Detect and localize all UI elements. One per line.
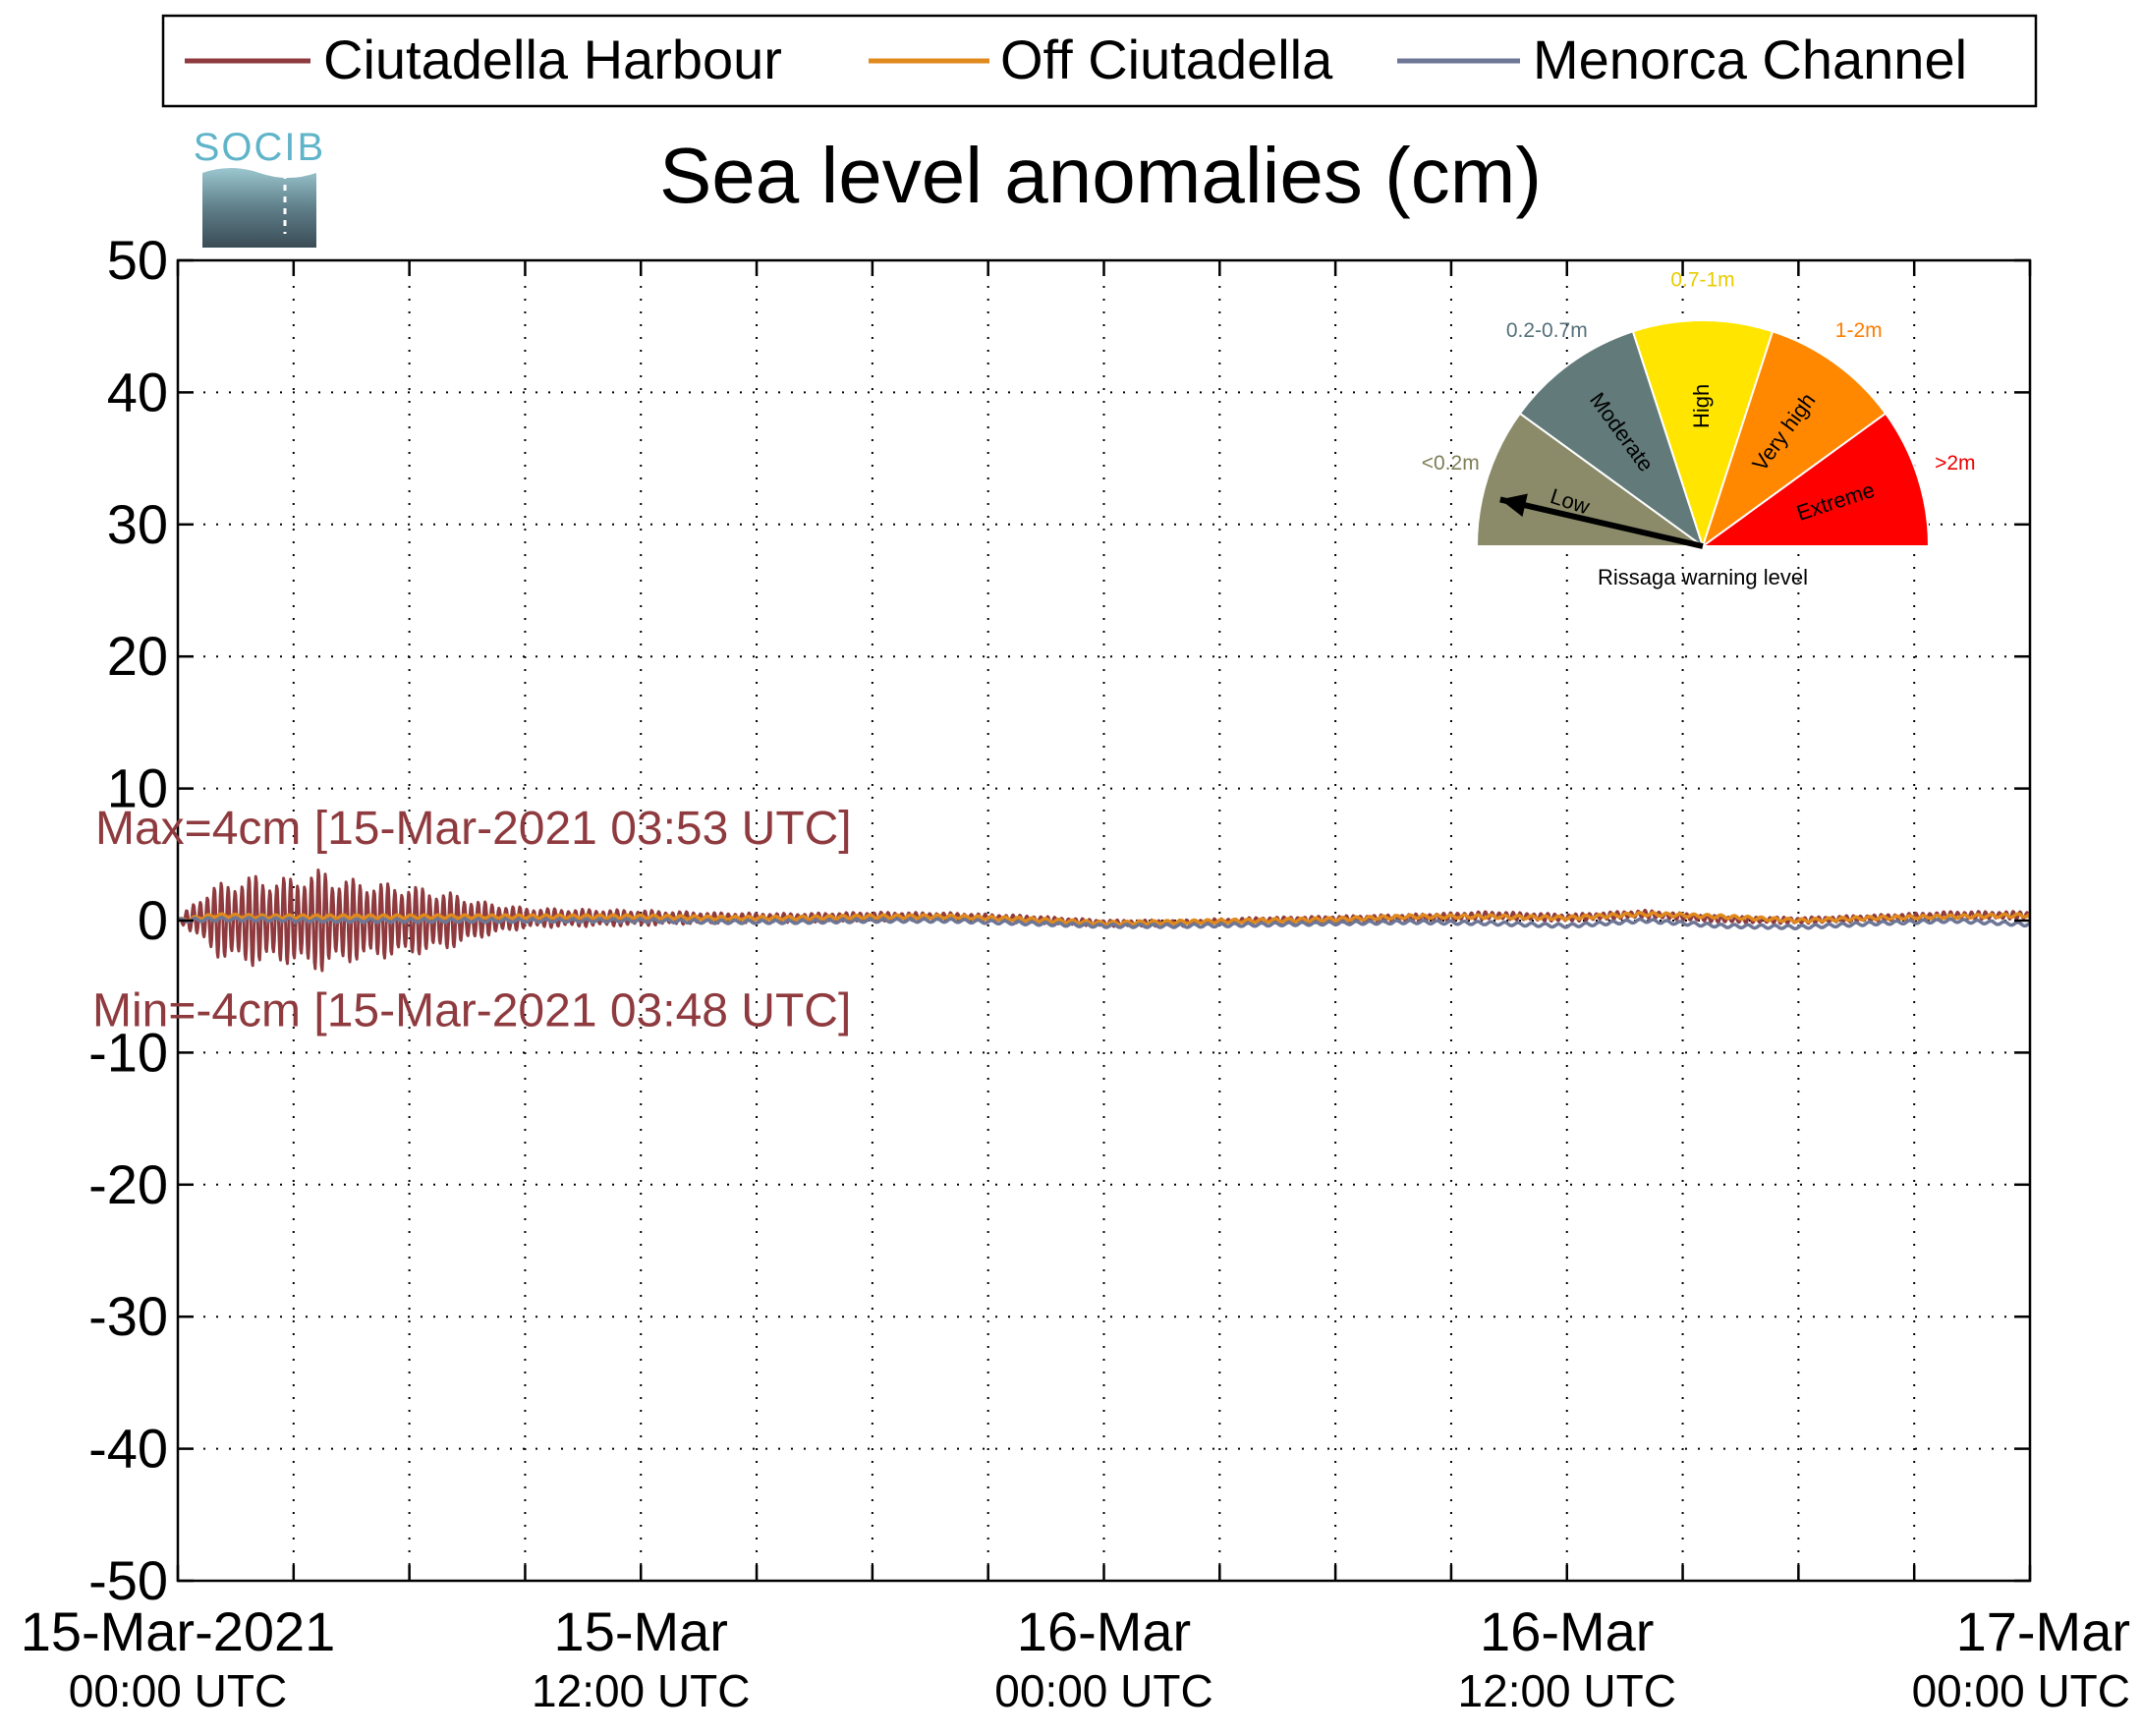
gauge-range-label: >2m — [1935, 452, 1975, 475]
socib-logo: SOCIB — [194, 126, 325, 248]
logo-text: SOCIB — [194, 126, 325, 169]
y-tick-label: 50 — [107, 229, 168, 291]
gauge-pointer-line — [1499, 496, 1704, 549]
legend-label-menorca-channel: Menorca Channel — [1533, 28, 1967, 90]
gauge-range-label: <0.2m — [1422, 452, 1480, 475]
gauge-range-label: 1-2m — [1835, 319, 1883, 342]
x-tick-date-label: 17-Mar — [1956, 1600, 2130, 1662]
annotation-max: Max=4cm [15-Mar-2021 03:53 UTC] — [95, 803, 852, 855]
y-tick-label: 30 — [107, 493, 168, 555]
x-tick-time-label: 00:00 UTC — [69, 1665, 287, 1716]
gauge-pointer-arrowhead-icon — [1499, 493, 1528, 517]
series-line-off-ciutadella — [176, 911, 2031, 927]
gauge-segment-low — [1475, 412, 1707, 547]
gauge-segment-label: High — [1689, 384, 1714, 428]
gauge-segment-moderate — [1518, 330, 1705, 549]
y-tick-label: 20 — [107, 625, 168, 687]
x-tick-date-label: 15-Mar — [554, 1600, 728, 1662]
x-tick-time-label: 00:00 UTC — [994, 1665, 1212, 1716]
gauge-segment-high — [1631, 319, 1775, 550]
logo-wave-icon — [202, 168, 316, 248]
x-tick-date-label: 16-Mar — [1017, 1600, 1191, 1662]
y-tick-label: -40 — [88, 1418, 168, 1480]
chart-title: Sea level anomalies (cm) — [659, 132, 1542, 219]
gauge-range-label: 0.2-0.7m — [1506, 319, 1588, 342]
x-tick-date-label: 16-Mar — [1480, 1600, 1654, 1662]
y-tick-label: 0 — [138, 889, 168, 951]
y-tick-label: -30 — [88, 1285, 168, 1347]
x-tick-time-label: 12:00 UTC — [1458, 1665, 1676, 1716]
y-tick-label: -10 — [88, 1021, 168, 1083]
x-tick-time-label: 12:00 UTC — [532, 1665, 750, 1716]
x-tick-date-label: 15-Mar-2021 — [21, 1600, 336, 1662]
gauge-segment-very-high — [1701, 330, 1887, 549]
gauge-title: Rissaga warning level — [1598, 565, 1808, 589]
y-axis: 50 40 30 20 10 0 -10 -20 -30 -40 -50 — [88, 229, 2030, 1611]
gauge-range-label: 0.7-1m — [1670, 269, 1734, 292]
series-group — [176, 868, 2032, 973]
legend: Ciutadella Harbour Off Ciutadella Menorc… — [161, 14, 2038, 108]
y-tick-label: -20 — [88, 1153, 168, 1215]
y-tick-label: 10 — [107, 757, 168, 819]
legend-label-off-ciutadella: Off Ciutadella — [1000, 28, 1333, 90]
series-line-menorca-channel — [176, 916, 2031, 931]
grid — [178, 260, 2030, 1581]
x-tick-time-label: 00:00 UTC — [1912, 1665, 2130, 1716]
legend-label-ciutadella-harbour: Ciutadella Harbour — [323, 28, 782, 90]
annotation-min: Min=-4cm [15-Mar-2021 03:48 UTC] — [92, 984, 851, 1036]
y-tick-label: -50 — [88, 1549, 168, 1611]
gauge-segment-extreme — [1699, 412, 1931, 547]
y-tick-label: 40 — [107, 361, 168, 422]
legend-frame — [161, 14, 2038, 108]
